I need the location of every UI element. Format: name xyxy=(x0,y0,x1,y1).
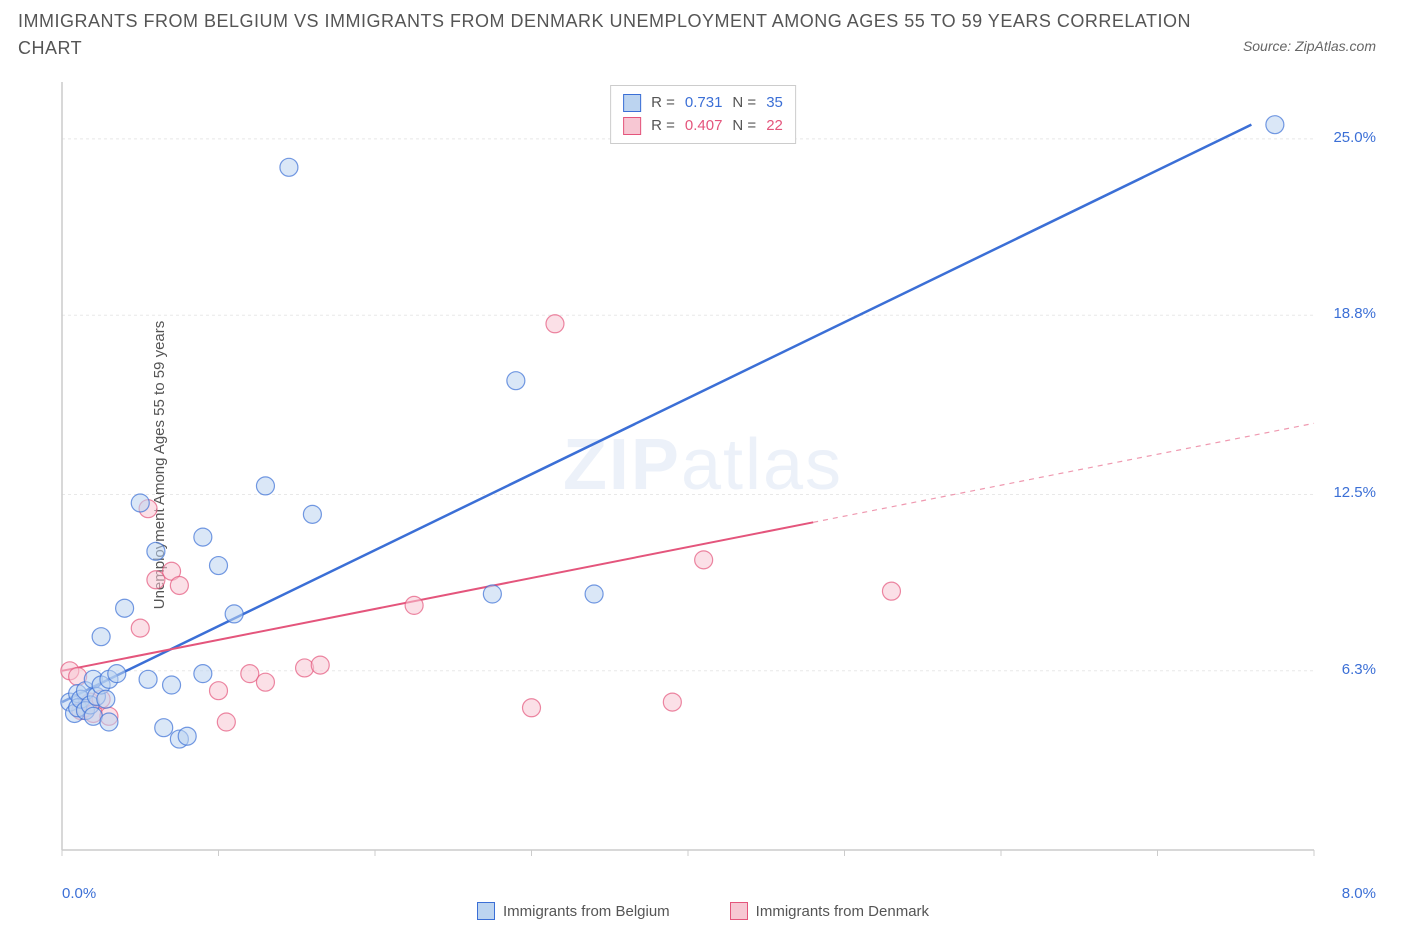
correlation-legend: R = 0.731 N = 35 R = 0.407 N = 22 xyxy=(610,85,796,144)
swatch-denmark xyxy=(730,902,748,920)
r-value-belgium: 0.731 xyxy=(685,92,723,115)
chart-plot-area xyxy=(60,80,1316,870)
source-attribution: Source: ZipAtlas.com xyxy=(1243,38,1376,54)
scatter-svg xyxy=(60,80,1316,870)
n-value-denmark: 22 xyxy=(766,115,783,138)
legend-label-denmark: Immigrants from Denmark xyxy=(756,903,929,920)
series-legend: Immigrants from Belgium Immigrants from … xyxy=(0,902,1406,920)
y-tick-label: 12.5% xyxy=(1333,484,1376,501)
y-tick-label: 25.0% xyxy=(1333,129,1376,146)
legend-row-belgium: R = 0.731 N = 35 xyxy=(623,92,783,115)
r-label: R = xyxy=(651,115,675,138)
x-axis-max: 8.0% xyxy=(1342,885,1376,902)
chart-title: IMMIGRANTS FROM BELGIUM VS IMMIGRANTS FR… xyxy=(18,8,1206,62)
legend-label-belgium: Immigrants from Belgium xyxy=(503,903,670,920)
x-axis-min: 0.0% xyxy=(62,885,96,902)
n-label: N = xyxy=(732,92,756,115)
y-tick-label: 6.3% xyxy=(1342,661,1376,678)
n-label: N = xyxy=(732,115,756,138)
legend-item-belgium: Immigrants from Belgium xyxy=(477,902,670,920)
y-tick-label: 18.8% xyxy=(1333,305,1376,322)
r-value-denmark: 0.407 xyxy=(685,115,723,138)
r-label: R = xyxy=(651,92,675,115)
n-value-belgium: 35 xyxy=(766,92,783,115)
legend-item-denmark: Immigrants from Denmark xyxy=(730,902,929,920)
legend-row-denmark: R = 0.407 N = 22 xyxy=(623,115,783,138)
swatch-denmark xyxy=(623,117,641,135)
swatch-belgium xyxy=(623,94,641,112)
swatch-belgium xyxy=(477,902,495,920)
